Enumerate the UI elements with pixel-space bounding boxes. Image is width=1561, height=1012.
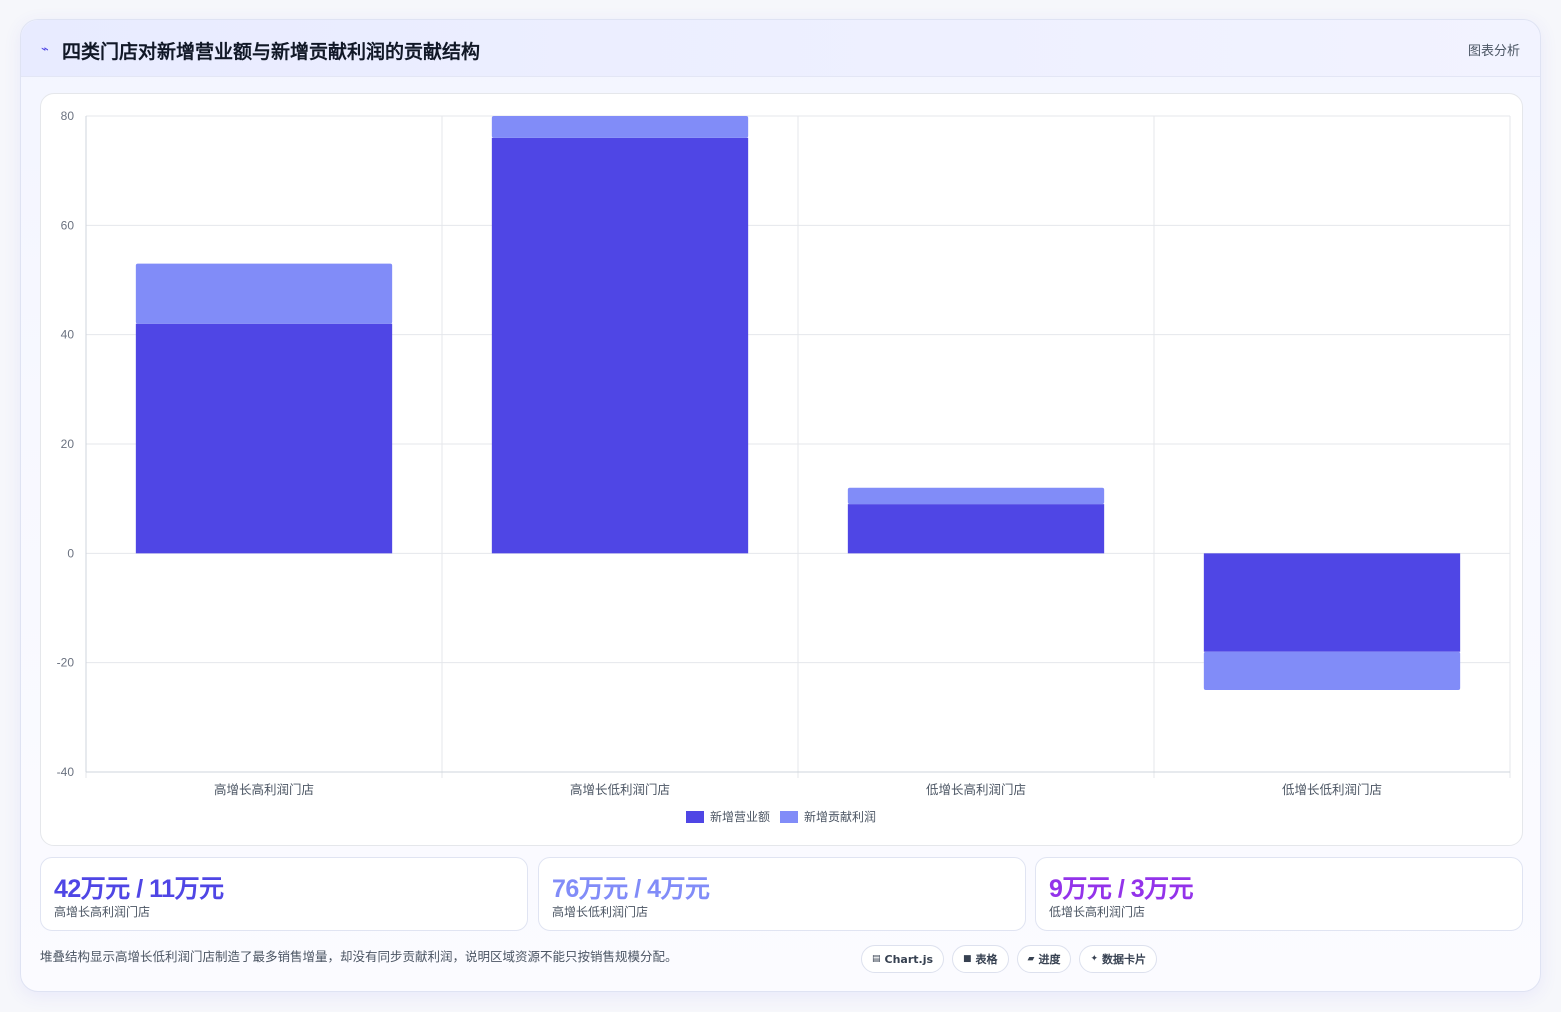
stat-card-2: 76万元 / 4万元 高增长低利润门店 [538,857,1026,931]
x-tick-label: 高增长高利润门店 [214,782,314,797]
stat-label: 低增长高利润门店 [1049,905,1146,919]
stacked-bar-chart: 80 60 40 20 0 -20 -40 高增长高利润门店 高增长低利润门店 低增长高利润门店 低… [57,109,1511,824]
stat-card-1: 42万元 / 11万元 高增长高利润门店 [40,857,528,931]
legend-label: 新增营业额 [710,809,770,824]
stat-value: 9万元 / 3万元 [1049,875,1194,903]
chip-label: 表格 [975,953,998,966]
bar-profit [491,116,749,138]
chip-table[interactable]: ■ 表格 [952,945,1009,973]
y-tick-label: 0 [67,546,74,560]
chip-progress[interactable]: ▰ 进度 [1016,945,1072,973]
bar-revenue [491,137,749,554]
y-tick-label: -20 [57,656,75,670]
bar-revenue [847,504,1105,554]
bar-revenue [1203,553,1461,652]
card-header: ⌁ 四类门店对新增营业额与新增贡献利润的贡献结构 图表分析 [21,20,1540,77]
stat-value: 76万元 / 4万元 [552,875,710,903]
y-tick-label: 20 [61,437,75,451]
x-tick-label: 低增长低利润门店 [1282,782,1382,797]
stat-card-3: 9万元 / 3万元 低增长高利润门店 [1035,857,1523,931]
tech-chips: ▤ Chart.js ■ 表格 ▰ 进度 ✦ 数据卡片 [861,945,1158,973]
x-tick-label: 低增长高利润门店 [926,782,1026,797]
y-tick-label: 40 [61,328,75,342]
x-tick-label: 高增长低利润门店 [570,782,670,797]
legend-label: 新增贡献利润 [804,809,876,824]
legend-swatch [780,811,798,823]
y-tick-label: 60 [61,218,75,232]
y-tick-label: 80 [61,109,75,123]
sparkle-icon: ✦ [1090,954,1099,964]
stat-label: 高增长低利润门店 [552,905,649,919]
stat-label: 高增长高利润门店 [54,905,151,919]
chart-note: 堆叠结构显示高增长低利润门店制造了最多销售增量，却没有同步贡献利润，说明区域资源… [40,949,678,964]
chip-label: 进度 [1038,953,1061,966]
chart-icon: ▤ [872,954,881,964]
page-title: 四类门店对新增营业额与新增贡献利润的贡献结构 [62,41,481,63]
progress-icon: ▰ [1027,954,1035,964]
bar-revenue [135,323,393,554]
chart-analysis-tag: 图表分析 [1467,44,1520,59]
chip-label: Chart.js [884,952,934,966]
chart-card: ⌁ 四类门店对新增营业额与新增贡献利润的贡献结构 图表分析 80 60 40 20 0 -… [20,19,1541,992]
legend-swatch [686,811,704,823]
chip-chartjs[interactable]: ▤ Chart.js [861,945,945,973]
stat-value: 42万元 / 11万元 [54,875,224,903]
chart-panel: 80 60 40 20 0 -20 -40 高增长高利润门店 高增长低利润门店 低增长高利润门店 低… [40,93,1523,846]
trend-icon: ⌁ [41,42,49,57]
chip-data-card[interactable]: ✦ 数据卡片 [1079,945,1158,973]
table-icon: ■ [963,954,972,964]
bar-profit [1203,651,1461,690]
y-tick-label: -40 [57,765,75,779]
bar-profit [135,263,393,324]
chip-label: 数据卡片 [1102,953,1147,966]
bar-profit [847,487,1105,505]
